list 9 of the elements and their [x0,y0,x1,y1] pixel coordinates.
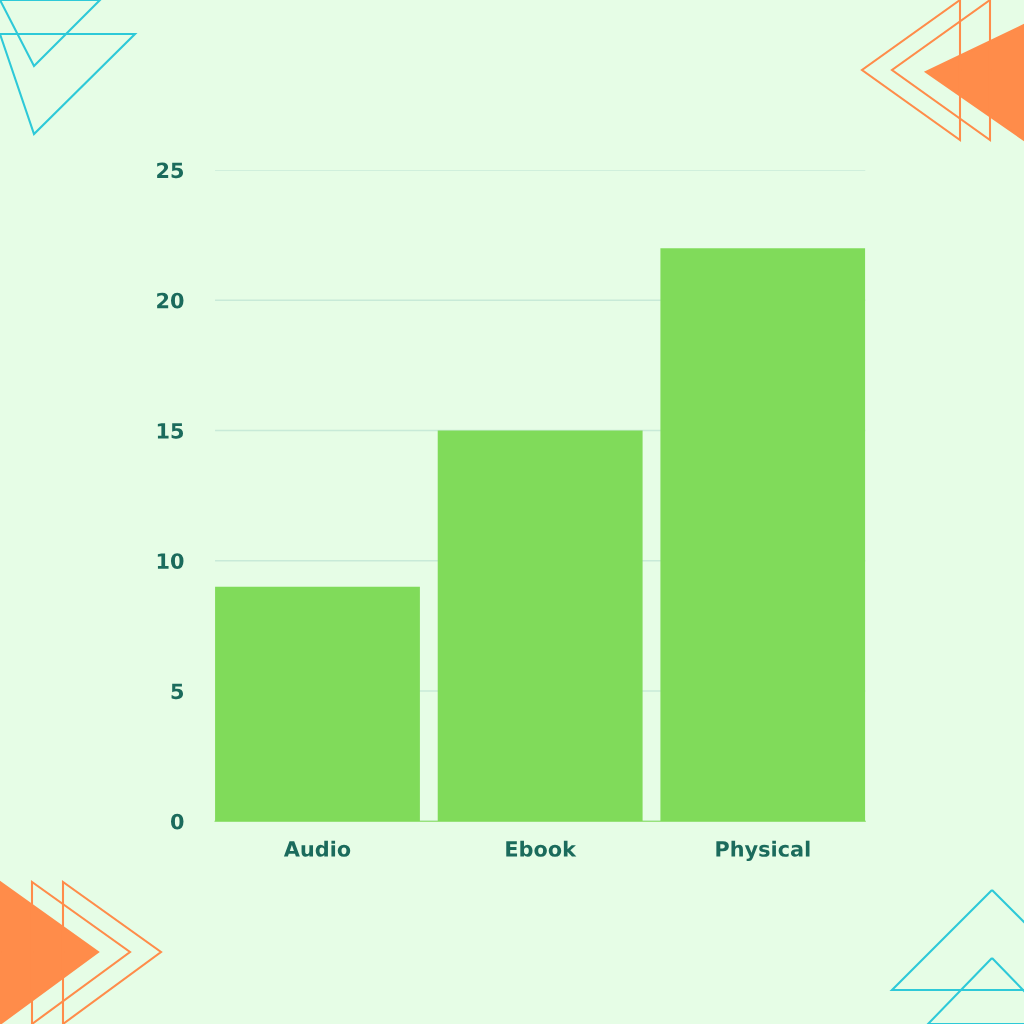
x-tick-label: Audio [283,840,351,857]
x-tick-label: Physical [716,840,810,862]
x-tick-label: Ebook [506,840,577,857]
y-tick-label: 5 [171,683,184,700]
y-tick-label: 20 [157,292,184,309]
y-tick-label: 15 [157,423,184,439]
y-tick-label: 0 [170,813,184,830]
y-tick-label: 10 [157,553,184,569]
y-tick-label: 25 [157,162,184,179]
